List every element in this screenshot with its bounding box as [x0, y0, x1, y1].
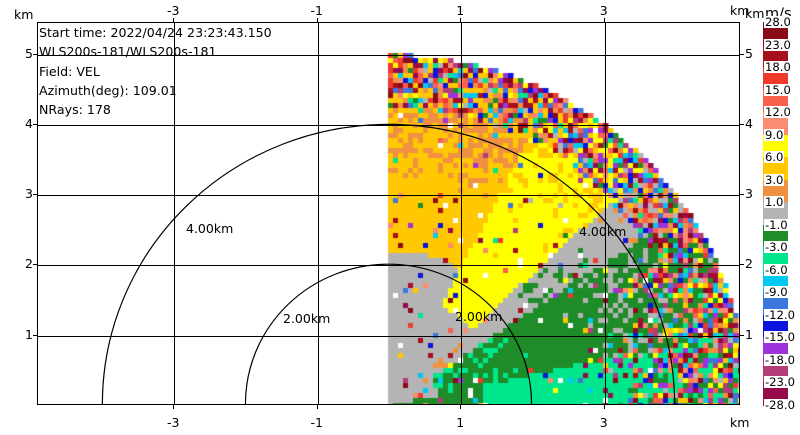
axis-unit-top-right: km [745, 6, 765, 21]
x-tickmark-top [317, 18, 318, 22]
x-tick-bottom: -3 [167, 415, 180, 430]
y-tick-left: 3 [25, 186, 33, 202]
colorbar-tick-label: 28.0 [764, 15, 792, 29]
y-tickmark-left [33, 54, 37, 55]
colorbar [763, 22, 788, 406]
y-tickmark-left [33, 194, 37, 195]
x-tickmark-top [173, 18, 174, 22]
gridline-horizontal [38, 195, 739, 196]
colorbar-tick-label: -15.0 [764, 330, 796, 345]
colorbar-tick-label: -12.0 [764, 307, 796, 322]
x-tick-bottom: -1 [310, 415, 323, 430]
colorbar-tick-label: 9.0 [764, 127, 785, 142]
y-tick-right: 3 [745, 186, 753, 202]
gridline-vertical [461, 23, 462, 404]
colorbar-tick-label: 12.0 [764, 105, 792, 120]
azimuth-text: Azimuth(deg): 109.01 [39, 82, 177, 98]
colorbar-tick-label: 6.0 [764, 150, 785, 165]
range-ring-label: 4.00km [579, 224, 627, 239]
x-tick-top: -3 [167, 3, 180, 18]
field-text: Field: VEL [39, 63, 100, 79]
x-tick-top: 1 [456, 3, 465, 18]
colorbar-tick-label: 3.0 [764, 172, 785, 187]
gridline-horizontal [38, 265, 739, 266]
y-tickmark-right [740, 194, 744, 195]
y-tickmark-right [740, 54, 744, 55]
axis-unit-x-bottom: km [730, 415, 750, 430]
y-tickmark-left [33, 124, 37, 125]
axis-unit-x-top: km [730, 3, 750, 18]
gridline-vertical [318, 23, 319, 404]
colorbar-tick-label: 23.0 [764, 37, 792, 52]
metadata-overlay: Start time: 2022/04/24 23:23:43.150 WLS2… [39, 23, 272, 119]
y-tickmark-right [740, 335, 744, 336]
colorbar-tick-label: -3.0 [764, 240, 789, 255]
colorbar-tick-label: -1.0 [764, 217, 789, 232]
y-tickmark-left [33, 335, 37, 336]
y-tickmark-left [33, 264, 37, 265]
y-tick-right: 2 [745, 256, 753, 272]
colorbar-tick-label: 15.0 [764, 82, 792, 97]
y-tick-left: 1 [25, 326, 33, 342]
y-tick-right: 4 [745, 115, 753, 131]
y-tick-left: 4 [25, 115, 33, 131]
y-tick-left: 2 [25, 256, 33, 272]
x-tickmark-top [460, 18, 461, 22]
range-ring-label: 2.00km [455, 309, 503, 324]
plot-area [37, 22, 740, 405]
colorbar-tick-label: 1.0 [764, 195, 785, 210]
colorbar-tick-label: -18.0 [764, 352, 796, 367]
gridline-vertical [605, 23, 606, 404]
range-ring-label: 4.00km [186, 221, 234, 236]
x-tick-top: 3 [599, 3, 608, 18]
x-tickmark-bottom [173, 405, 174, 409]
nrays-text: NRays: 178 [39, 102, 111, 118]
start-time-text: Start time: 2022/04/24 23:23:43.150 [39, 25, 272, 40]
x-tick-top: -1 [310, 3, 323, 18]
gridline-horizontal [38, 336, 739, 337]
y-tick-right: 5 [745, 45, 753, 61]
gridline-horizontal [38, 125, 739, 126]
colorbar-tick-label: -9.0 [764, 285, 789, 300]
instrument-text: WLS200s-181/WLS200s-181 [39, 44, 217, 60]
y-tickmark-right [740, 264, 744, 265]
colorbar-tick-label: 18.0 [764, 60, 792, 75]
y-tickmark-right [740, 124, 744, 125]
y-tick-left: 5 [25, 45, 33, 61]
axis-unit-top-left: km [14, 7, 34, 22]
colorbar-tick-label: -28.0 [764, 398, 796, 412]
x-tickmark-bottom [460, 405, 461, 409]
x-tickmark-top [604, 18, 605, 22]
colorbar-tick-label: -6.0 [764, 262, 789, 277]
colorbar-tick-label: -23.0 [764, 375, 796, 390]
x-tick-bottom: 1 [456, 415, 465, 430]
y-tick-right: 1 [745, 326, 753, 342]
gridline-horizontal [38, 55, 739, 56]
x-tick-bottom: 3 [599, 415, 608, 430]
x-tickmark-bottom [317, 405, 318, 409]
range-ring-label: 2.00km [283, 311, 331, 326]
x-tickmark-bottom [604, 405, 605, 409]
